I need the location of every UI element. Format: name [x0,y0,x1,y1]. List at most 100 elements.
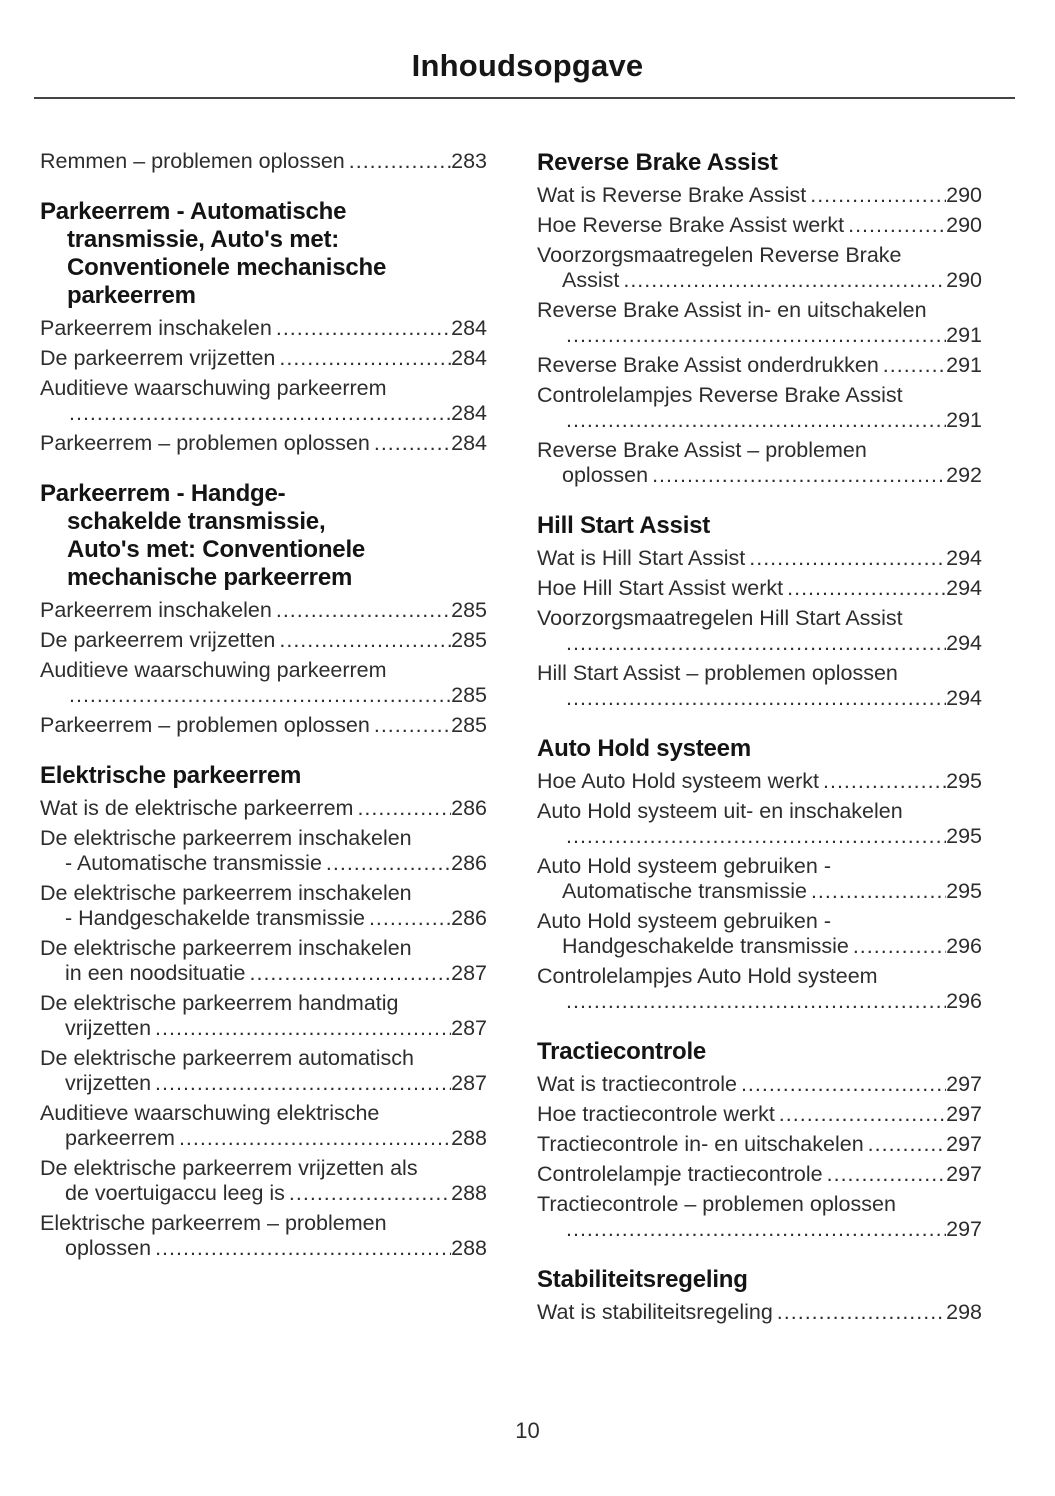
toc-entry-text: Hill Start Assist – problemen oplossen [537,661,898,685]
toc-entry-line: Hoe Hill Start Assist werkt 294 [537,576,982,601]
dot-leader [749,546,946,571]
toc-entry-text: Parkeerrem inschakelen [40,598,272,622]
page-ref: 292 [946,463,982,487]
toc-section: Elektrische parkeerrem Wat is de elektris… [40,762,487,1261]
dot-leader [276,598,451,623]
page-ref: 284 [451,401,487,425]
dot-leader [566,989,946,1014]
toc-entry-line: vrijzetten 287 [40,1016,487,1041]
section-heading-line: Reverse Brake Assist [537,149,778,176]
toc-entry: Parkeerrem – problemen oplossen 284 [40,431,487,456]
toc-entry-line: De parkeerrem vrijzetten 284 [40,346,487,371]
section-heading-line: Auto's met: Conventionele [67,536,366,563]
toc-entry-line: 294 [537,631,982,656]
toc-entry: Voorzorgsmaatregelen Reverse Brake Assist… [537,243,982,293]
dot-leader [883,353,946,378]
toc-entry-text: vrijzetten [65,1016,152,1040]
dot-leader [566,686,946,711]
toc-entry-line: 285 [40,683,487,708]
toc-entry-text: Reverse Brake Assist – problemen [537,438,867,462]
toc-entry: Wat is Hill Start Assist 294 [537,546,982,571]
toc-entry: Reverse Brake Assist onderdrukken 291 [537,353,982,378]
toc-entry: Reverse Brake Assist – problemen oplossen… [537,438,982,488]
toc-entry: Hoe Hill Start Assist werkt 294 [537,576,982,601]
page-ref: 285 [451,628,487,652]
page-ref: 286 [451,796,487,820]
toc-entry: De parkeerrem vrijzetten 285 [40,628,487,653]
section-heading: Reverse Brake Assist [537,149,982,177]
page-ref: 286 [451,851,487,875]
dot-leader [566,323,946,348]
toc-entry-text: vrijzetten [65,1071,152,1095]
toc-entry-line: Hoe Reverse Brake Assist werkt 290 [537,213,982,238]
section-heading-line: schakelde transmissie, [67,508,326,535]
toc-entry-line: Hoe tractiecontrole werkt 297 [537,1102,982,1127]
page-ref: 290 [946,268,982,292]
page-title: Inhoudsopgave [411,48,644,83]
page-ref: 295 [946,824,982,848]
page-ref: 291 [946,408,982,432]
toc-entry-text: parkeerrem [65,1126,175,1150]
page-ref: 295 [946,769,982,793]
toc-entry-line: De elektrische parkeerrem vrijzetten als [40,1156,487,1181]
toc-entry: Wat is stabiliteitsregeling 298 [537,1300,982,1325]
toc-entry-line: Auditieve waarschuwing parkeerrem [40,658,487,683]
dot-leader [369,906,451,931]
toc-entry: Hoe Auto Hold systeem werkt 295 [537,769,982,794]
section-heading: Tractiecontrole [537,1038,982,1066]
section-heading: Hill Start Assist [537,512,982,540]
toc-entry-line: Auto Hold systeem uit- en inschakelen [537,799,982,824]
toc-column-left: Remmen – problemen oplossen 283 Parkeerrem… [40,149,487,1330]
section-heading-line: Tractiecontrole [537,1038,707,1065]
toc-entry-text: oplossen [562,463,649,487]
toc-entry-text: Remmen – problemen oplossen [40,149,345,173]
toc-entry: De elektrische parkeerrem inschakelen - H… [40,881,487,931]
page-ref: 286 [451,906,487,930]
toc-entry-text: De elektrische parkeerrem inschakelen [40,881,412,905]
section-heading-line: parkeerrem [67,282,196,309]
toc-entry-text: De elektrische parkeerrem inschakelen [40,936,412,960]
dot-leader [868,1132,946,1157]
toc-entry-text: Controlelampje tractiecontrole [537,1162,823,1186]
toc-section: Auto Hold systeem Hoe Auto Hold systeem w… [537,735,982,1014]
toc-entry: De elektrische parkeerrem automatisch vri… [40,1046,487,1096]
toc-entry-line: 291 [537,323,982,348]
toc-entry-text: de voertuigaccu leeg is [65,1181,285,1205]
page-ref: 285 [451,683,487,707]
toc-entry: Tractiecontrole in- en uitschakelen 297 [537,1132,982,1157]
toc-entry-line: Handgeschakelde transmissie 296 [537,934,982,959]
toc-entry: Parkeerrem inschakelen 285 [40,598,487,623]
toc-columns: Remmen – problemen oplossen 283 Parkeerrem… [40,149,1055,1330]
toc-entry-line: 297 [537,1217,982,1242]
toc-entry-line: parkeerrem 288 [40,1126,487,1151]
dot-leader [326,851,451,876]
toc-entry-text: De elektrische parkeerrem handmatig [40,991,399,1015]
toc-entry-text: Automatische transmissie [562,879,807,903]
section-heading-line: transmissie, Auto's met: [67,226,340,253]
toc-entry: Reverse Brake Assist in- en uitschakelen… [537,298,982,348]
dot-leader [566,824,946,849]
toc-entry: Voorzorgsmaatregelen Hill Start Assist 29… [537,606,982,656]
page-ref: 287 [451,961,487,985]
dot-leader [787,576,946,601]
dot-leader [279,346,451,371]
toc-entry-text: De elektrische parkeerrem inschakelen [40,826,412,850]
dot-leader [823,769,946,794]
toc-entry-line: Controlelampjes Auto Hold systeem [537,964,982,989]
toc-entry-line: Hoe Auto Hold systeem werkt 295 [537,769,982,794]
toc-entry-line: - Automatische transmissie 286 [40,851,487,876]
dot-leader [566,631,946,656]
toc-entry-line: Hill Start Assist – problemen oplossen [537,661,982,686]
toc-entry-text: Wat is tractiecontrole [537,1072,737,1096]
dot-leader [374,713,451,738]
page-ref: 287 [451,1071,487,1095]
toc-entry-text: Voorzorgsmaatregelen Reverse Brake [537,243,902,267]
toc-entry: Auditieve waarschuwing parkeerrem 284 [40,376,487,426]
toc-entry-line: Auto Hold systeem gebruiken - [537,909,982,934]
page-ref: 296 [946,989,982,1013]
toc-entry: Remmen – problemen oplossen 283 [40,149,487,174]
page-ref: 294 [946,631,982,655]
toc-entry: Controlelampje tractiecontrole 297 [537,1162,982,1187]
toc-entry: De elektrische parkeerrem vrijzetten als… [40,1156,487,1206]
toc-section: Remmen – problemen oplossen 283 [40,149,487,174]
